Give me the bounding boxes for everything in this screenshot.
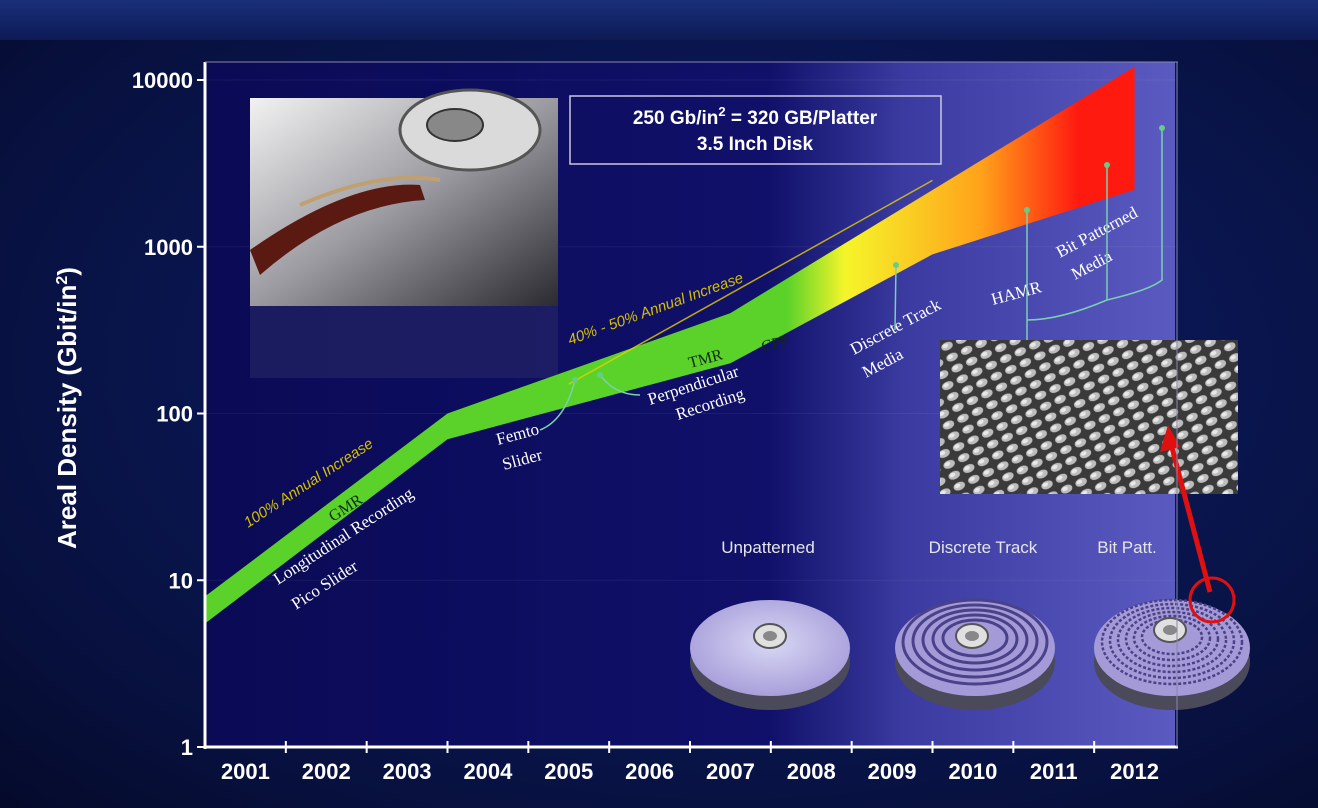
y-tick-label: 1000 [144, 235, 193, 260]
y-tick-label: 10000 [132, 68, 193, 93]
technology-band [205, 66, 1135, 624]
x-tick-label: 2011 [1030, 759, 1078, 784]
x-tick-label: 2001 [221, 759, 270, 784]
disk-bit-patterned [1094, 576, 1250, 710]
callout-pointers [539, 128, 1163, 431]
y-tick-label: 100 [156, 402, 193, 427]
disk-label-bit-patterned: Bit Patt. [1097, 538, 1157, 557]
x-tick-label: 2007 [706, 759, 755, 784]
x-tick-label: 2008 [787, 759, 836, 784]
x-tick-label: 2006 [625, 759, 674, 784]
info-line-2: 3.5 Inch Disk [697, 134, 814, 155]
x-tick-label: 2012 [1110, 759, 1159, 784]
x-tick-label: 2010 [948, 759, 997, 784]
callout-dots [572, 125, 1165, 383]
info-line-1: 250 Gb/in2 = 320 GB/Platter [633, 104, 878, 129]
x-tick-label: 2005 [544, 759, 593, 784]
disk-discrete-track [895, 598, 1055, 710]
zoom-circle [1188, 576, 1236, 624]
x-tick-label: 2003 [383, 759, 432, 784]
disk-label-unpatterned: Unpatterned [721, 538, 815, 557]
y-ticks: 1 10 100 1000 10000 [132, 68, 205, 760]
growth-rate-line [568, 179, 933, 385]
x-ticks: 2001 2002 2003 2004 2005 2006 2007 2008 2009 2010… [221, 741, 1159, 784]
y-tick-label: 10 [169, 568, 193, 593]
y-axis-title: Areal Density (Gbit/in2) [52, 267, 82, 549]
disk-label-discrete-track: Discrete Track [929, 538, 1038, 557]
annotation-cpp: CPP [760, 332, 792, 356]
bit-patterned-media-image [940, 340, 1238, 494]
x-tick-label: 2009 [868, 759, 917, 784]
disk-unpatterned [690, 600, 850, 710]
info-box: 250 Gb/in2 = 320 GB/Platter 3.5 Inch Dis… [569, 95, 942, 165]
y-tick-label: 1 [181, 735, 193, 760]
x-tick-label: 2002 [302, 759, 351, 784]
x-tick-label: 2004 [463, 759, 513, 784]
zoom-arrow-head [1160, 425, 1180, 452]
hard-drive-photo [250, 88, 558, 378]
